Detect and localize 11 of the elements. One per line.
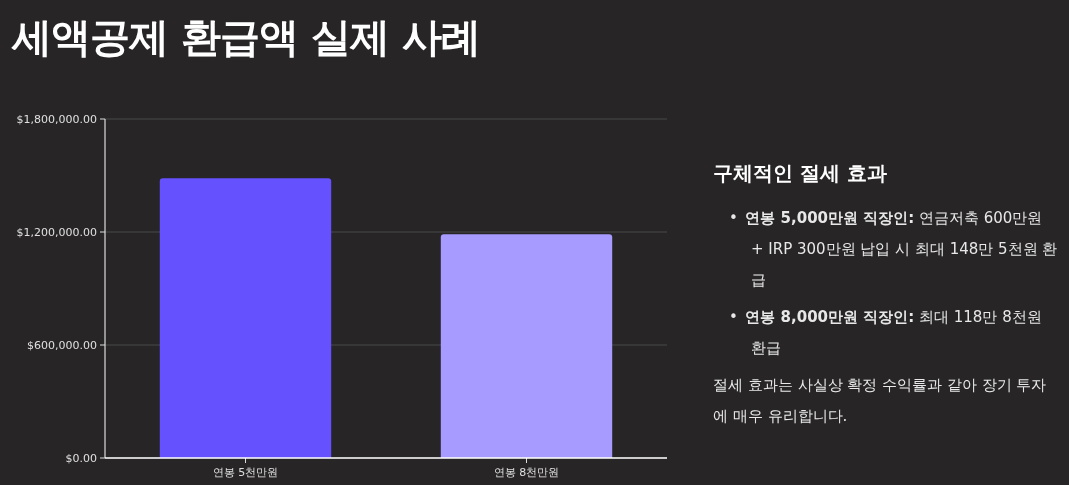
- x-tick-label: 연봉 8천만원: [493, 466, 560, 479]
- y-tick-label: $0.00: [65, 452, 97, 465]
- y-tick-label: $1,200,000.00: [16, 226, 97, 239]
- text: • 연봉 8,000만원 직장인: 최대 118만 8천원 환급: [729, 308, 1042, 357]
- text: • 연봉 5,000만원 직장인: 연금저축 600만원 + IRP 300만원 납입 시 최대 148만 5천원 환급: [729, 209, 1058, 289]
- chart-title: 세액공제 환급액 실제 사례: [12, 14, 480, 60]
- x-tick-label: 연봉 5천만원: [212, 466, 279, 479]
- y-tick-label: $1,800,000.00: [16, 113, 97, 126]
- text: 구체적인 절세 효과: [713, 161, 887, 185]
- text: 절세 효과는 사실상 확정 수익률과 같아 장기 투자에 매우 유리합니다.: [713, 376, 1047, 425]
- y-tick-label: $600,000.00: [27, 339, 97, 352]
